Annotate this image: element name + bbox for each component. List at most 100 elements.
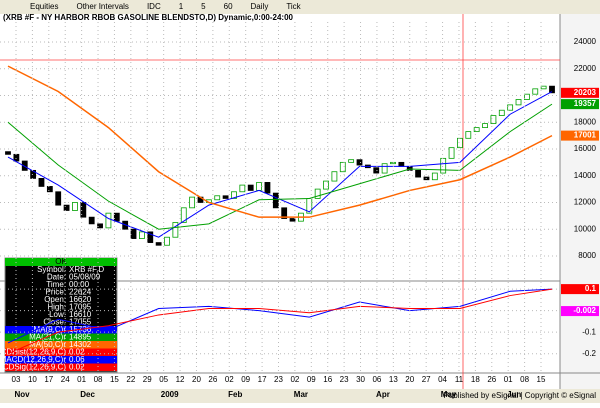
candle (30, 169, 37, 179)
y-tick-label: -0.1 (582, 327, 596, 336)
toolbar-item[interactable]: 60 (224, 2, 233, 11)
x-tick-label: 09 (307, 375, 316, 384)
candle (139, 231, 145, 239)
candle (281, 207, 288, 219)
candle (155, 242, 162, 246)
x-tick-label: 17 (258, 375, 267, 384)
x-tick-label: 06 (372, 375, 381, 384)
dw-row-bg (5, 333, 117, 341)
toolbar-item[interactable]: Equities (30, 2, 58, 11)
month-label: 2009 (161, 390, 179, 399)
y-tick-label: 22000 (574, 64, 597, 73)
candle (331, 171, 338, 182)
dw-row-bg (5, 326, 117, 334)
x-tick-label: 08 (520, 375, 529, 384)
toolbar-item[interactable]: Daily (251, 2, 269, 11)
toolbar-item[interactable]: IDC (147, 2, 161, 11)
dw-row-bg (5, 356, 117, 364)
value-label-box (561, 87, 599, 98)
y-tick-label: 24000 (574, 37, 597, 46)
candle (130, 228, 137, 239)
y-tick-label: -0.2 (582, 349, 596, 358)
candle (523, 93, 530, 100)
value-label: 17001 (574, 131, 597, 140)
candle (339, 161, 346, 173)
candle (440, 157, 447, 174)
candle (373, 167, 380, 174)
candle (415, 169, 421, 178)
candle (72, 202, 78, 211)
dw-label: Low: (49, 310, 66, 319)
candle (88, 216, 95, 225)
candle (256, 182, 262, 191)
toolbar-item[interactable]: 5 (201, 2, 206, 11)
x-tick-label: 30 (356, 375, 365, 384)
candle (38, 178, 45, 187)
dw-value: 17055 (69, 318, 92, 327)
candle (448, 147, 455, 159)
candle (222, 195, 229, 199)
candle (5, 151, 11, 155)
dw-label: MA(9,C)r (34, 325, 67, 334)
x-tick-label: 23 (340, 375, 349, 384)
toolbar-item[interactable]: Other Intervals (76, 2, 128, 11)
candle (323, 180, 329, 190)
x-tick-label: 08 (94, 375, 103, 384)
line (7, 103, 553, 230)
toolbar-item[interactable]: 1 (179, 2, 184, 11)
candle (13, 153, 20, 162)
value-label: 20203 (574, 88, 597, 97)
x-tick-label: 15 (537, 375, 546, 384)
candle (97, 223, 103, 229)
x-tick-label: 02 (290, 375, 299, 384)
value-label: 19357 (574, 99, 597, 108)
dw-label: MACDSig(12,26,9,C) (0, 363, 66, 372)
toolbar-item[interactable]: Tick (286, 2, 301, 11)
chart-title: (XRB #F - NY HARBOR RBOB GASOLINE BLENDS… (3, 13, 294, 22)
candle (46, 186, 53, 193)
candle (105, 212, 112, 229)
x-tick-label: 20 (405, 375, 414, 384)
status-bar (0, 389, 600, 403)
dw-value: 22624 (69, 288, 92, 297)
dw-label: High: (47, 303, 66, 312)
dw-label: MACD(12,26,9,C)r (0, 355, 66, 364)
candle (314, 188, 321, 199)
dw-value: 05/08/09 (69, 273, 101, 282)
x-tick-label: 13 (389, 375, 398, 384)
candle (356, 159, 363, 166)
dw-label: Open: (44, 295, 66, 304)
candle (55, 191, 62, 206)
dw-value: 17095 (69, 303, 92, 312)
value-label: 0.1 (585, 284, 597, 293)
value-label: -0.002 (573, 306, 596, 315)
month-label: Nov (14, 390, 30, 399)
x-tick-label: 26 (208, 375, 217, 384)
x-tick-label: 05 (159, 375, 168, 384)
month-label: Apr (376, 390, 390, 399)
x-tick-label: 01 (504, 375, 513, 384)
candle (431, 172, 438, 181)
x-tick-label: 22 (126, 375, 135, 384)
line (7, 288, 553, 355)
candle (21, 160, 28, 171)
y-tick-label: 16000 (574, 144, 597, 153)
dw-label: Symbol: (37, 265, 66, 274)
x-tick-label: 01 (77, 375, 86, 384)
candle (272, 192, 279, 209)
candle (348, 159, 355, 163)
dw-label: Time: (46, 280, 66, 289)
month-label: Jun (507, 390, 521, 399)
dw-header-text: OK (55, 257, 67, 266)
candle (180, 207, 187, 223)
dw-value: XRB #F,D (69, 265, 104, 274)
candle (80, 202, 87, 218)
toolbar (0, 0, 600, 14)
x-tick-label: 12 (176, 375, 185, 384)
x-tick-label: 29 (143, 375, 152, 384)
value-label-box (561, 306, 599, 317)
dw-header (5, 258, 117, 266)
x-tick-label: 26 (487, 375, 496, 384)
month-label: Dec (80, 390, 95, 399)
